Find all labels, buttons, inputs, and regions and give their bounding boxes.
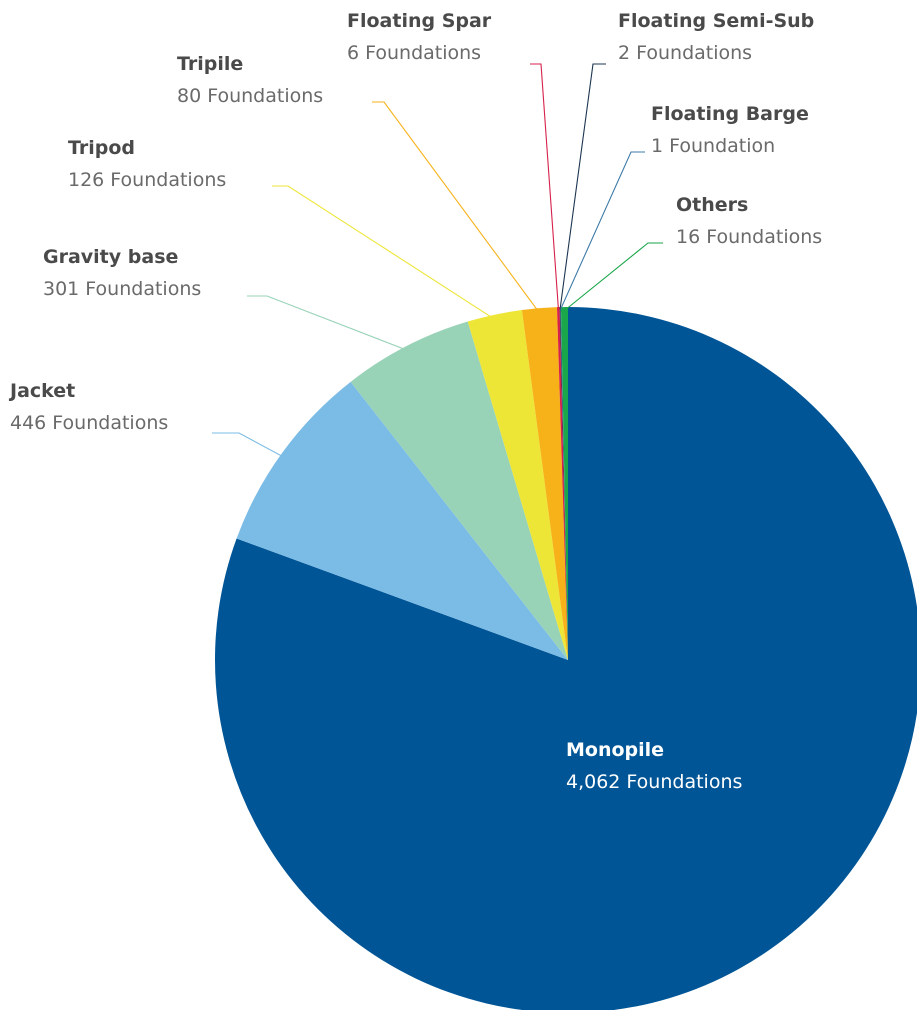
slice-tripod — [467, 310, 568, 660]
slice-count-others: 16 Foundations — [676, 226, 822, 248]
slice-jacket — [236, 381, 568, 660]
slice-count-floating-semi-sub: 2 Foundations — [618, 42, 752, 64]
slice-labels: Monopile 4,062 Foundations Jacket 446 Found… — [8, 10, 822, 793]
leader-line-floating-spar — [530, 63, 559, 309]
slice-label-tripile: Tripile — [177, 53, 243, 75]
slice-count-jacket: 446 Foundations — [10, 412, 168, 434]
slice-label-floating-barge: Floating Barge — [651, 103, 809, 125]
slice-label-monopile: Monopile — [566, 739, 664, 761]
slice-others — [560, 307, 568, 660]
leader-line-others — [564, 242, 663, 311]
slice-label-others: Others — [676, 194, 748, 216]
leader-line-tripile — [372, 101, 541, 314]
leader-line-tripod — [272, 185, 496, 321]
slice-label-gravity-base: Gravity base — [43, 246, 178, 268]
slice-count-floating-spar: 6 Foundations — [347, 42, 481, 64]
leader-line-floating-semi-sub — [559, 63, 606, 309]
slice-monopile — [214, 307, 917, 1010]
slice-label-floating-spar: Floating Spar — [347, 10, 492, 32]
slice-floating-semi-sub — [559, 307, 568, 660]
leader-lines — [212, 63, 663, 470]
slice-gravity-base — [350, 321, 568, 660]
leader-line-gravity-base — [247, 295, 409, 352]
slice-label-floating-semi-sub: Floating Semi-Sub — [618, 10, 814, 32]
slice-floating-spar — [557, 307, 568, 660]
slice-count-tripod: 126 Foundations — [68, 169, 226, 191]
slice-label-tripod: Tripod — [68, 137, 135, 159]
slice-floating-barge — [560, 307, 568, 660]
slice-label-jacket: Jacket — [8, 380, 75, 402]
slice-count-monopile: 4,062 Foundations — [566, 771, 742, 793]
leader-line-jacket — [212, 432, 306, 470]
slice-tripile — [521, 307, 568, 660]
slice-count-floating-barge: 1 Foundation — [651, 135, 775, 157]
leader-line-floating-barge — [560, 151, 645, 310]
pie-slices — [214, 307, 917, 1010]
slice-count-gravity-base: 301 Foundations — [43, 278, 201, 300]
slice-count-tripile: 80 Foundations — [177, 85, 323, 107]
